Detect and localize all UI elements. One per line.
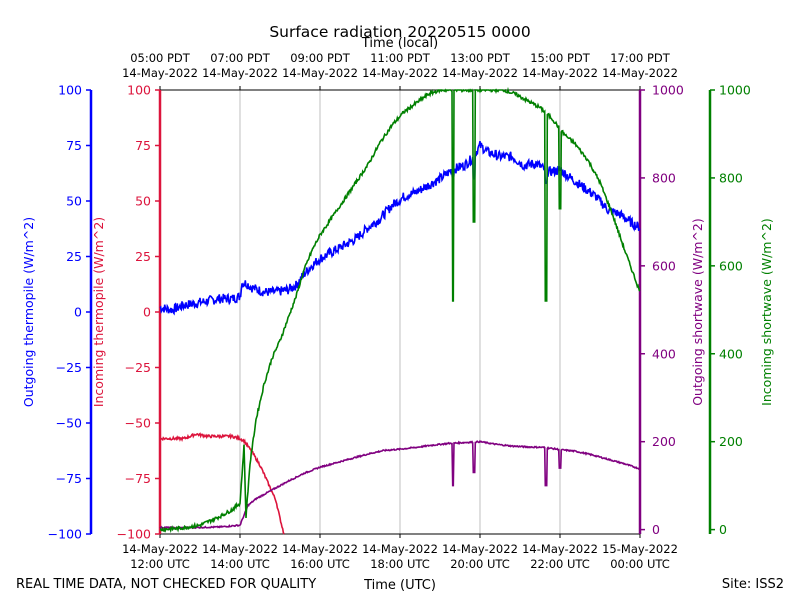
outgoing_thermopile-tick-label: −50 [56,416,82,431]
top-x-tick-time: 05:00 PDT [130,51,191,65]
x-tick-utc: 14:00 UTC [210,557,270,571]
outgoing_shortwave-tick-label: 200 [652,434,676,449]
top-x-axis-label: Time (local) [361,36,438,51]
x-tick-utc: 12:00 UTC [130,557,190,571]
outgoing_shortwave-tick-label: 1000 [652,83,684,98]
outgoing_shortwave-tick-label: 800 [652,170,676,185]
outgoing_thermopile-tick-label: 75 [66,138,82,153]
outgoing_thermopile-axis-label: Outgoing thermopile (W/m^2) [21,217,36,407]
top-x-tick-time: 07:00 PDT [210,51,271,65]
incoming_shortwave-tick-label: 1000 [719,83,751,98]
incoming_thermopile-tick-label: −100 [117,527,151,542]
x-tick-utc: 22:00 UTC [530,557,590,571]
x-tick-utc: 18:00 UTC [370,557,430,571]
x-tick-date: 14-May-2022 [122,542,198,556]
site-label: Site: ISS2 [722,577,784,592]
top-x-tick-time: 11:00 PDT [370,51,431,65]
incoming_thermopile-tick-label: −50 [125,416,151,431]
top-x-tick-date: 14-May-2022 [202,66,278,80]
incoming_thermopile-tick-label: 0 [143,305,151,320]
x-tick-date: 14-May-2022 [202,542,278,556]
outgoing_thermopile-tick-label: 100 [58,83,82,98]
outgoing_thermopile-tick-label: 50 [66,194,82,209]
x-tick-date: 14-May-2022 [522,542,598,556]
outgoing_thermopile-tick-label: 25 [66,249,82,264]
chart-title: Surface radiation 20220515 0000 [269,23,530,41]
incoming_thermopile-tick-label: 100 [127,83,151,98]
top-x-tick-date: 14-May-2022 [362,66,438,80]
top-x-tick-date: 14-May-2022 [602,66,678,80]
series-outgoing_shortwave-line [159,439,641,530]
outgoing_thermopile-tick-label: −100 [48,527,82,542]
incoming_thermopile-tick-label: −25 [125,360,151,375]
incoming_thermopile-tick-label: −75 [125,471,151,486]
outgoing_thermopile-tick-label: −25 [56,360,82,375]
series-incoming_thermopile-line [159,432,285,535]
top-x-tick-time: 09:00 PDT [290,51,351,65]
top-x-tick-time: 13:00 PDT [450,51,511,65]
incoming_thermopile-axis-label: Incoming thermopile (W/m^2) [91,217,106,407]
outgoing_shortwave-tick-label: 600 [652,258,676,273]
outgoing_shortwave-tick-label: 0 [652,522,660,537]
top-x-tick-date: 14-May-2022 [122,66,198,80]
incoming_shortwave-tick-label: 600 [719,258,743,273]
incoming_shortwave-tick-label: 200 [719,434,743,449]
incoming_thermopile-tick-label: 75 [135,138,151,153]
outgoing_shortwave-axis-label: Outgoing shortwave (W/m^2) [690,218,705,406]
outgoing_thermopile-tick-label: 0 [74,305,82,320]
top-x-tick-date: 14-May-2022 [282,66,358,80]
top-x-tick-date: 14-May-2022 [442,66,518,80]
x-tick-date: 14-May-2022 [362,542,438,556]
incoming_shortwave-tick-label: 400 [719,346,743,361]
x-tick-date: 15-May-2022 [602,542,678,556]
outgoing_shortwave-tick-label: 400 [652,346,676,361]
top-x-tick-date: 14-May-2022 [522,66,598,80]
x-tick-utc: 00:00 UTC [610,557,670,571]
incoming_shortwave-axis-label: Incoming shortwave (W/m^2) [759,218,774,406]
top-x-tick-time: 17:00 PDT [610,51,671,65]
outgoing_thermopile-tick-label: −75 [56,471,82,486]
top-x-tick-time: 15:00 PDT [530,51,591,65]
x-tick-utc: 20:00 UTC [450,557,510,571]
incoming_thermopile-tick-label: 25 [135,249,151,264]
series-incoming_shortwave-line [159,86,641,534]
incoming_thermopile-tick-label: 50 [135,194,151,209]
x-tick-date: 14-May-2022 [282,542,358,556]
x-tick-date: 14-May-2022 [442,542,518,556]
x-axis-label: Time (UTC) [363,578,436,593]
incoming_shortwave-tick-label: 800 [719,170,743,185]
quality-disclaimer: REAL TIME DATA, NOT CHECKED FOR QUALITY [16,577,316,592]
incoming_shortwave-tick-label: 0 [719,522,727,537]
x-tick-utc: 16:00 UTC [290,557,350,571]
series-outgoing_thermopile-line [159,140,641,316]
